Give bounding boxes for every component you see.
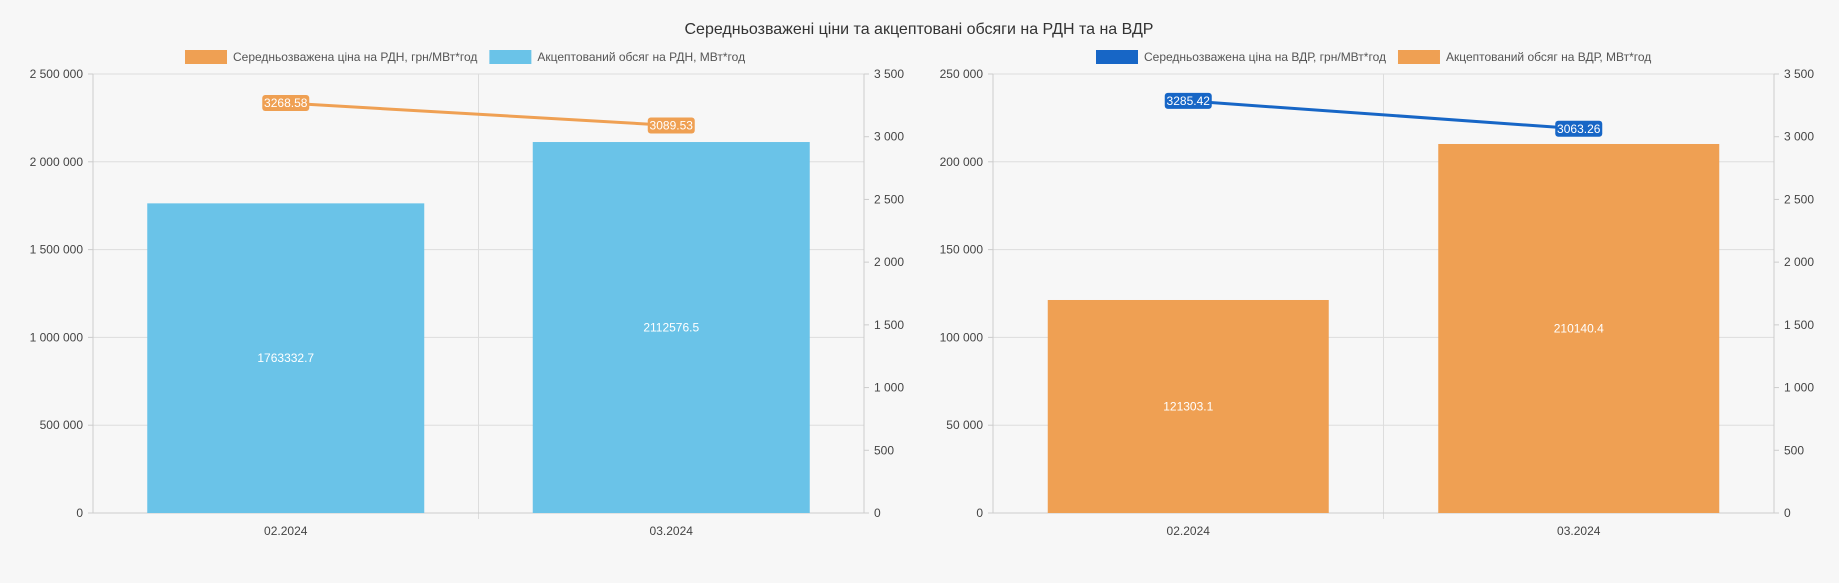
legend-label: Середньозважена ціна на РДН, грн/МВт*год [233, 50, 477, 64]
y-left-tick-label: 2 500 000 [30, 67, 84, 81]
y-left-tick-label: 150 000 [940, 243, 984, 257]
price-line [285, 101, 672, 127]
y-left-tick-label: 250 000 [940, 67, 984, 81]
y-right-tick-label: 1 000 [1784, 381, 1814, 395]
y-right-tick-label: 2 500 [1784, 192, 1814, 206]
y-left-tick-label: 1 000 000 [30, 330, 84, 344]
legend-swatch [185, 50, 227, 64]
y-right-tick-label: 3 500 [874, 67, 904, 81]
y-right-tick-label: 1 500 [874, 318, 904, 332]
bar [1438, 143, 1720, 513]
y-right-tick-label: 1 500 [1784, 318, 1814, 332]
chart-2: 0 50 000 100 000 150 000 200 000 250 000 0 500 1… [940, 50, 1814, 538]
y-right-tick-label: 3 000 [1784, 130, 1814, 144]
point-label-box [1555, 120, 1603, 137]
point-data-label: 3089.53 [650, 118, 694, 132]
legend-swatch [1096, 50, 1138, 64]
point-label-box [1164, 92, 1212, 109]
bar-data-label: 210140.4 [1554, 321, 1604, 335]
legend-label: Акцептований обсяг на ВДР, МВт*год [1446, 50, 1651, 64]
bar [1047, 299, 1329, 513]
point-label-box [647, 117, 695, 134]
chart-title: Середньозважені ціни та акцептовані обся… [685, 21, 1154, 38]
legend-swatch [489, 50, 532, 64]
point-label-box [262, 95, 310, 112]
y-right-tick-label: 500 [874, 443, 894, 457]
y-right-tick-label: 0 [874, 506, 881, 520]
y-right-tick-label: 2 000 [874, 255, 904, 269]
point-data-label: 3063.26 [1557, 122, 1601, 136]
bar-data-label: 121303.1 [1163, 399, 1213, 413]
y-right-tick-label: 500 [1784, 443, 1804, 457]
legend-label: Акцептований обсяг на РДН, МВт*год [537, 50, 745, 64]
legend-label: Середньозважена ціна на ВДР, грн/МВт*год [1144, 50, 1386, 64]
chart-1: 0 500 000 1 000 000 1 500 000 2 000 000 2 500… [30, 50, 904, 538]
y-right-tick-label: 3 500 [1784, 67, 1814, 81]
point-data-label: 3268.58 [264, 96, 308, 110]
legend-swatch [1397, 50, 1440, 64]
y-left-tick-label: 200 000 [940, 155, 984, 169]
bar [532, 142, 810, 514]
y-left-tick-label: 0 [76, 506, 83, 520]
y-left-tick-label: 50 000 [946, 418, 983, 432]
y-left-tick-label: 1 500 000 [30, 243, 84, 257]
x-tick-label: 02.2024 [264, 524, 308, 538]
x-tick-label: 03.2024 [650, 524, 694, 538]
point-data-label: 3285.42 [1167, 94, 1211, 108]
x-tick-label: 03.2024 [1557, 524, 1601, 538]
bar [147, 203, 425, 514]
y-right-tick-label: 1 000 [874, 381, 904, 395]
y-left-tick-label: 100 000 [940, 330, 984, 344]
bar-data-label: 2112576.5 [643, 321, 699, 335]
price-line [1188, 99, 1579, 131]
y-right-tick-label: 3 000 [874, 130, 904, 144]
y-left-tick-label: 500 000 [40, 418, 84, 432]
bar-data-label: 1763332.7 [257, 351, 314, 365]
x-tick-label: 02.2024 [1167, 524, 1211, 538]
y-left-tick-label: 0 [976, 506, 983, 520]
y-left-tick-label: 2 000 000 [30, 155, 84, 169]
y-right-tick-label: 2 000 [1784, 255, 1814, 269]
y-right-tick-label: 2 500 [874, 192, 904, 206]
y-right-tick-label: 0 [1784, 506, 1791, 520]
